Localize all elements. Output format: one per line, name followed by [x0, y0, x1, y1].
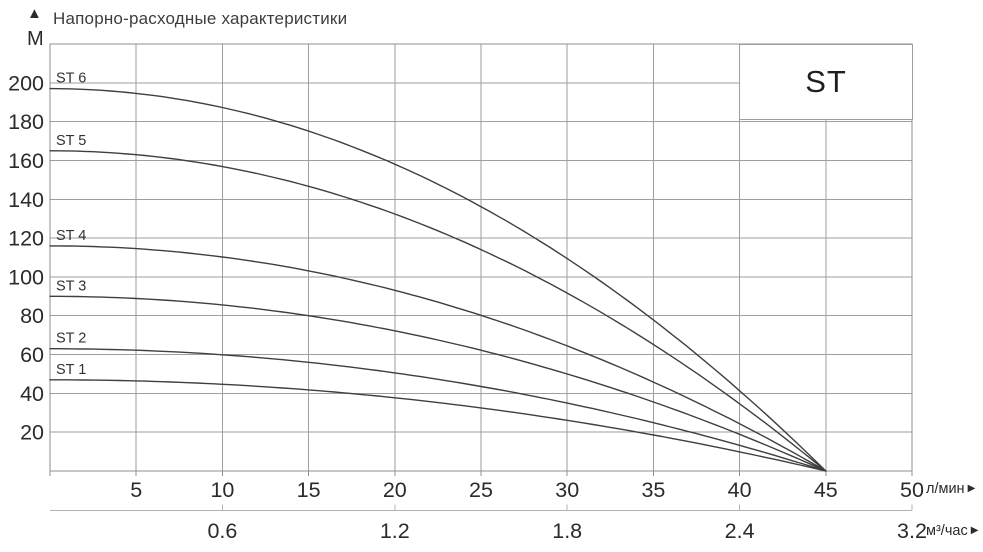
x-axis-secondary-unit-text: м³/час — [926, 523, 968, 539]
curve-label: ST 1 — [56, 362, 86, 378]
curve-label: ST 2 — [56, 331, 86, 347]
pump-curve-st-5 — [49, 150, 827, 472]
y-tick-label: 60 — [20, 343, 44, 367]
y-tick-label: 20 — [20, 421, 44, 445]
curve-label: ST 6 — [56, 71, 86, 87]
y-tick-label: 100 — [8, 265, 44, 289]
x-axis-primary-tick-labels: 5 10 15 20 25 30 35 40 45 50 — [130, 478, 924, 502]
x-axis-primary-unit-text: л/мин — [926, 481, 965, 497]
x-tick-label: 30 — [555, 478, 579, 502]
curve-label: ST 4 — [56, 228, 86, 244]
y-axis-arrow-up-icon: ▲ — [27, 5, 42, 22]
plot-border — [49, 43, 913, 472]
x-secondary-tick-label: 1.8 — [552, 519, 582, 543]
x-secondary-tick-label: 0.6 — [207, 519, 237, 543]
y-tick-label: 120 — [8, 227, 44, 251]
x-tick-label: 20 — [383, 478, 407, 502]
y-axis-unit-label: М — [27, 28, 44, 50]
series-family-label: ST — [805, 64, 847, 99]
x-tick-label: 15 — [297, 478, 321, 502]
x-tick-label: 35 — [641, 478, 665, 502]
y-tick-label: 40 — [20, 382, 44, 406]
y-axis-tick-labels: 20 40 60 80 100 120 140 160 180 200 — [8, 71, 44, 444]
x-secondary-tick-label: 2.4 — [725, 519, 755, 543]
curve-label: ST 3 — [56, 278, 86, 294]
y-tick-label: 180 — [8, 110, 44, 134]
curve-labels: ST 1 ST 2 ST 3 ST 4 ST 5 ST 6 — [56, 71, 86, 378]
series-family-box: ST — [739, 44, 913, 120]
x-tick-label: 40 — [728, 478, 752, 502]
x-axis-primary-ticks — [49, 471, 913, 476]
x-axis-primary-unit: л/мин ▶ — [926, 480, 975, 498]
y-tick-label: 200 — [8, 71, 44, 95]
pump-curves — [49, 87, 827, 472]
right-arrow-icon: ▶ — [970, 525, 979, 536]
pump-curve-st-4 — [49, 245, 827, 472]
pump-curve-st-1 — [49, 379, 827, 472]
y-tick-label: 160 — [8, 149, 44, 173]
y-tick-label: 80 — [20, 304, 44, 328]
x-axis-secondary-tick-labels: 0.6 1.2 1.8 2.4 3.2 — [207, 519, 926, 543]
x-tick-label: 50 — [900, 478, 924, 502]
right-arrow-icon: ▶ — [967, 483, 976, 494]
x-tick-label: 10 — [210, 478, 234, 502]
x-axis-secondary-ticks — [221, 504, 913, 511]
pump-curve-st-3 — [49, 295, 827, 472]
pump-curve-st-2 — [49, 348, 827, 472]
x-secondary-tick-label: 3.2 — [897, 519, 927, 543]
x-tick-label: 45 — [814, 478, 838, 502]
x-tick-label: 25 — [469, 478, 493, 502]
x-tick-label: 5 — [130, 478, 142, 502]
pump-curve-st-6 — [49, 87, 827, 472]
x-axis-secondary-unit: м³/час ▶ — [926, 522, 978, 540]
curve-label: ST 5 — [56, 133, 86, 149]
x-secondary-tick-label: 1.2 — [380, 519, 410, 543]
chart-title: Напорно-расходные характеристики — [53, 9, 348, 28]
y-tick-label: 140 — [8, 188, 44, 212]
